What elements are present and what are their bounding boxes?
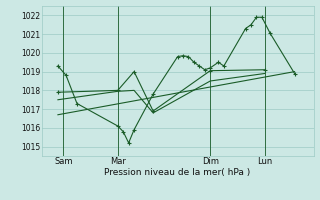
X-axis label: Pression niveau de la mer( hPa ): Pression niveau de la mer( hPa ) bbox=[104, 168, 251, 177]
